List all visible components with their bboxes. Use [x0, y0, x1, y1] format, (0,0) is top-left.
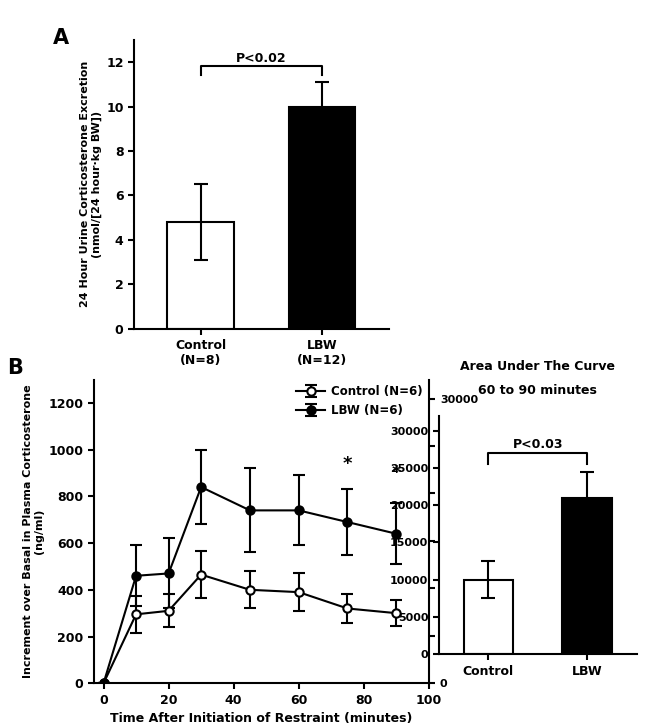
Text: *: * — [343, 455, 352, 473]
Y-axis label: Increment over Basal in Plasma Corticosterone
(ng/ml): Increment over Basal in Plasma Corticost… — [23, 385, 44, 678]
Text: Area Under The Curve: Area Under The Curve — [460, 360, 615, 373]
Legend: Control (N=6), LBW (N=6): Control (N=6), LBW (N=6) — [296, 385, 423, 417]
Text: P<0.02: P<0.02 — [236, 52, 287, 65]
Bar — [562, 497, 612, 654]
Bar — [464, 580, 513, 654]
Y-axis label: AUC
([ng/ml]·min): AUC ([ng/ml]·min) — [512, 490, 534, 573]
Text: P<0.03: P<0.03 — [513, 437, 563, 450]
Text: *: * — [391, 464, 401, 482]
Bar — [168, 222, 234, 329]
Text: B: B — [7, 359, 23, 378]
Text: A: A — [52, 28, 68, 48]
Y-axis label: 24 Hour Urine Corticosterone Excretion
(nmol/[24 hour·kg BW]): 24 Hour Urine Corticosterone Excretion (… — [80, 61, 102, 307]
X-axis label: Time After Initiation of Restraint (minutes): Time After Initiation of Restraint (minu… — [110, 712, 413, 723]
Text: 60 to 90 minutes: 60 to 90 minutes — [478, 384, 597, 397]
Bar — [289, 106, 355, 329]
